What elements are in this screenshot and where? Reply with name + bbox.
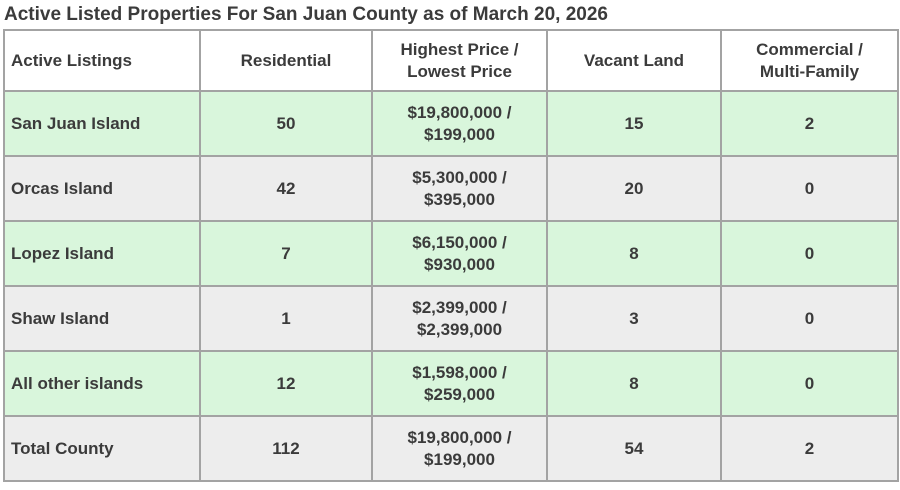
commercial-count: 0 bbox=[720, 350, 899, 417]
island-name: San Juan Island bbox=[3, 90, 201, 157]
price-range: $6,150,000 / $930,000 bbox=[371, 220, 548, 287]
price-range: $19,800,000 / $199,000 bbox=[371, 415, 548, 482]
residential-count: 12 bbox=[199, 350, 373, 417]
island-name: Shaw Island bbox=[3, 285, 201, 352]
commercial-count: 0 bbox=[720, 155, 899, 222]
header-row: Active Listings Residential Highest Pric… bbox=[3, 29, 899, 92]
price-range: $5,300,000 / $395,000 bbox=[371, 155, 548, 222]
column-header-active-listings: Active Listings bbox=[3, 29, 201, 92]
vacant-land-count: 8 bbox=[546, 220, 722, 287]
table-row-shaw-island: Shaw Island 1 $2,399,000 / $2,399,000 3 … bbox=[3, 285, 899, 352]
vacant-land-count: 54 bbox=[546, 415, 722, 482]
price-range: $2,399,000 / $2,399,000 bbox=[371, 285, 548, 352]
price-range: $19,800,000 / $199,000 bbox=[371, 90, 548, 157]
table-row-total-county: Total County 112 $19,800,000 / $199,000 … bbox=[3, 415, 899, 482]
commercial-count: 0 bbox=[720, 285, 899, 352]
column-header-vacant-land: Vacant Land bbox=[546, 29, 722, 92]
island-name: Total County bbox=[3, 415, 201, 482]
column-header-price: Highest Price / Lowest Price bbox=[371, 29, 548, 92]
vacant-land-count: 20 bbox=[546, 155, 722, 222]
vacant-land-count: 15 bbox=[546, 90, 722, 157]
column-header-residential: Residential bbox=[199, 29, 373, 92]
commercial-count: 0 bbox=[720, 220, 899, 287]
island-name: All other islands bbox=[3, 350, 201, 417]
vacant-land-count: 8 bbox=[546, 350, 722, 417]
active-listings-table: Active Listings Residential Highest Pric… bbox=[3, 29, 899, 482]
island-name: Orcas Island bbox=[3, 155, 201, 222]
table-row-orcas-island: Orcas Island 42 $5,300,000 / $395,000 20… bbox=[3, 155, 899, 222]
island-name: Lopez Island bbox=[3, 220, 201, 287]
table-row-all-other-islands: All other islands 12 $1,598,000 / $259,0… bbox=[3, 350, 899, 417]
table-row-san-juan-island: San Juan Island 50 $19,800,000 / $199,00… bbox=[3, 90, 899, 157]
vacant-land-count: 3 bbox=[546, 285, 722, 352]
residential-count: 7 bbox=[199, 220, 373, 287]
column-header-commercial: Commercial / Multi-Family bbox=[720, 29, 899, 92]
residential-count: 42 bbox=[199, 155, 373, 222]
page-title: Active Listed Properties For San Juan Co… bbox=[4, 4, 608, 25]
price-range: $1,598,000 / $259,000 bbox=[371, 350, 548, 417]
commercial-count: 2 bbox=[720, 90, 899, 157]
residential-count: 1 bbox=[199, 285, 373, 352]
residential-count: 50 bbox=[199, 90, 373, 157]
residential-count: 112 bbox=[199, 415, 373, 482]
table-row-lopez-island: Lopez Island 7 $6,150,000 / $930,000 8 0 bbox=[3, 220, 899, 287]
commercial-count: 2 bbox=[720, 415, 899, 482]
